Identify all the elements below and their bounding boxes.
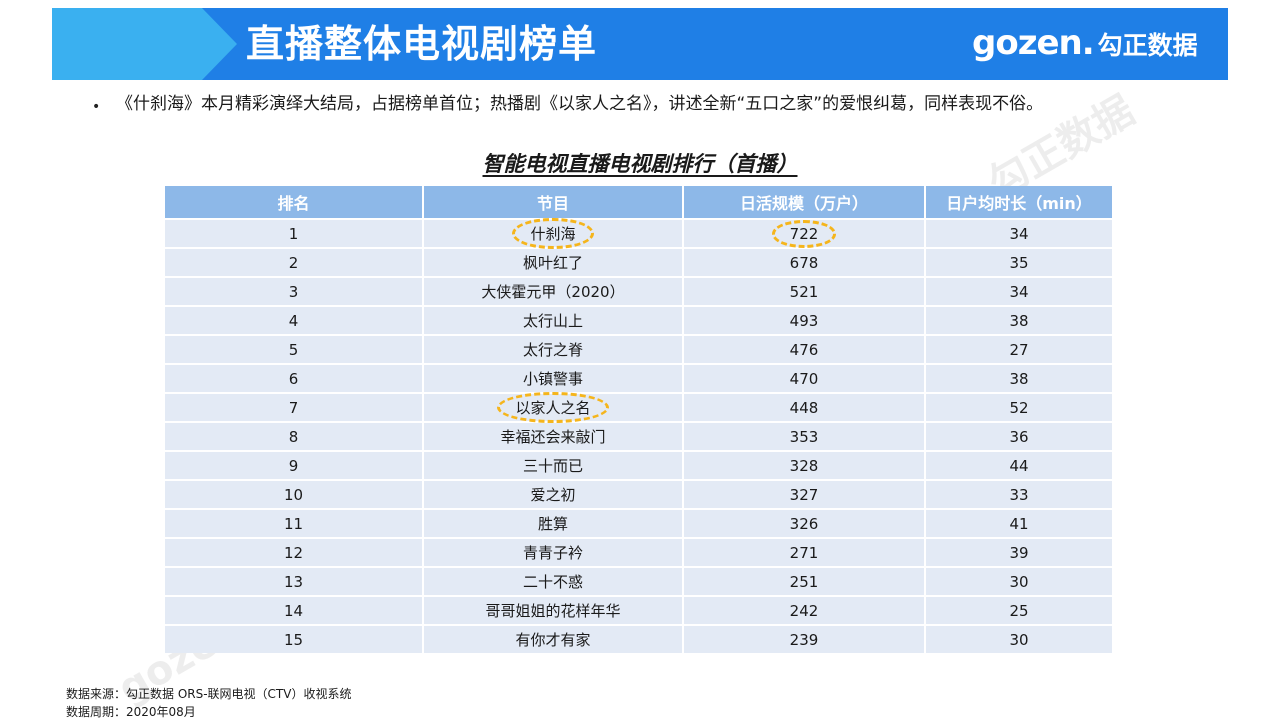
- rank-cell: 15: [165, 624, 424, 653]
- logo-cn: 勾正数据: [1097, 31, 1198, 60]
- duration-cell: 33: [925, 479, 1112, 509]
- table-row: 2 枫叶红了 678 35: [165, 247, 1112, 277]
- table-row: 13 二十不惑 251 30: [165, 566, 1112, 596]
- table-row: 10 爱之初 327 33: [165, 479, 1112, 509]
- duration-cell: 36: [925, 421, 1112, 451]
- duration-cell: 44: [925, 450, 1112, 480]
- rank-cell: 9: [165, 450, 424, 480]
- scale-cell: 239: [683, 624, 926, 653]
- table-row: 3 大侠霍元甲（2020） 521 34: [165, 276, 1112, 306]
- duration-cell: 30: [925, 624, 1112, 653]
- duration-cell: 25: [925, 595, 1112, 625]
- table-header-row: 排名 节目 日活规模（万户） 日户均时长（min）: [165, 186, 1112, 219]
- rank-cell: 6: [165, 363, 424, 393]
- program-cell: 枫叶红了: [423, 247, 684, 277]
- rank-cell: 8: [165, 421, 424, 451]
- highlight-circle: 722: [771, 219, 836, 248]
- page-title: 直播整体电视剧榜单: [246, 22, 598, 66]
- scale-cell: 242: [683, 595, 926, 625]
- program-cell: 胜算: [423, 508, 684, 538]
- footer-period: 数据周期：2020年08月: [66, 705, 196, 719]
- program-cell: 爱之初: [423, 479, 684, 509]
- scale-cell: 521: [683, 276, 926, 306]
- table-row: 15 有你才有家 239 30: [165, 624, 1112, 653]
- scale-cell: 678: [683, 247, 926, 277]
- rank-cell: 2: [165, 247, 424, 277]
- header-accent-shape: [52, 8, 237, 80]
- header-banner: [52, 8, 1228, 80]
- program-cell: 太行之脊: [423, 334, 684, 364]
- table-row: 14 哥哥姐姐的花样年华 242 25: [165, 595, 1112, 625]
- rank-cell: 7: [165, 392, 424, 422]
- highlight-circle: 以家人之名: [497, 392, 609, 423]
- duration-cell: 52: [925, 392, 1112, 422]
- program-cell: 哥哥姐姐的花样年华: [423, 595, 684, 625]
- header-daily-scale: 日活规模（万户）: [683, 186, 926, 219]
- duration-cell: 35: [925, 247, 1112, 277]
- rank-cell: 3: [165, 276, 424, 306]
- table-row: 7 以家人之名 448 52: [165, 392, 1112, 423]
- highlight-circle: 什刹海: [512, 218, 594, 249]
- table-title: 智能电视直播电视剧排行（首播）: [300, 150, 980, 178]
- program-cell: 小镇警事: [423, 363, 684, 393]
- duration-cell: 34: [925, 276, 1112, 306]
- table-row: 8 幸福还会来敲门 353 36: [165, 421, 1112, 451]
- rank-cell: 11: [165, 508, 424, 538]
- bullet-marker: •: [92, 99, 101, 115]
- program-cell: 三十而已: [423, 450, 684, 480]
- table-row: 11 胜算 326 41: [165, 508, 1112, 538]
- bullet-text: 《什刹海》本月精彩演绎大结局，占据榜单首位；热播剧《以家人之名》，讲述全新“五口…: [116, 94, 1044, 114]
- program-cell: 什刹海: [423, 218, 684, 249]
- program-cell: 幸福还会来敲门: [423, 421, 684, 451]
- ranking-table: 排名 节目 日活规模（万户） 日户均时长（min） 1 什刹海 722 34 2 枫叶红了…: [165, 186, 1112, 653]
- scale-cell: 476: [683, 334, 926, 364]
- scale-cell: 328: [683, 450, 926, 480]
- rank-cell: 1: [165, 218, 424, 248]
- scale-cell: 271: [683, 537, 926, 567]
- rank-cell: 5: [165, 334, 424, 364]
- duration-cell: 27: [925, 334, 1112, 364]
- scale-cell: 722: [683, 218, 926, 248]
- header-program: 节目: [423, 186, 684, 219]
- duration-cell: 38: [925, 363, 1112, 393]
- program-cell: 青青子衿: [423, 537, 684, 567]
- scale-cell: 251: [683, 566, 926, 596]
- duration-cell: 34: [925, 218, 1112, 248]
- rank-cell: 12: [165, 537, 424, 567]
- rank-cell: 10: [165, 479, 424, 509]
- scale-cell: 470: [683, 363, 926, 393]
- program-cell: 太行山上: [423, 305, 684, 335]
- scale-cell: 493: [683, 305, 926, 335]
- table-row: 1 什刹海 722 34: [165, 218, 1112, 249]
- header-daily-duration: 日户均时长（min）: [925, 186, 1112, 219]
- program-cell: 有你才有家: [423, 624, 684, 653]
- logo-en: gozen.: [972, 23, 1095, 63]
- duration-cell: 38: [925, 305, 1112, 335]
- program-cell: 大侠霍元甲（2020）: [423, 276, 684, 306]
- table-title-text: 智能电视直播电视剧排行（首播）: [482, 152, 798, 176]
- rank-cell: 4: [165, 305, 424, 335]
- program-cell: 以家人之名: [423, 392, 684, 423]
- program-cell: 二十不惑: [423, 566, 684, 596]
- scale-cell: 448: [683, 392, 926, 422]
- duration-cell: 41: [925, 508, 1112, 538]
- rank-cell: 14: [165, 595, 424, 625]
- brand-logo: gozen. 勾正数据: [972, 20, 1198, 66]
- footer-source: 数据来源：勾正数据 ORS-联网电视（CTV）收视系统: [66, 687, 352, 701]
- duration-cell: 30: [925, 566, 1112, 596]
- table-row: 12 青青子衿 271 39: [165, 537, 1112, 567]
- header-rank: 排名: [165, 186, 424, 219]
- table-row: 5 太行之脊 476 27: [165, 334, 1112, 364]
- duration-cell: 39: [925, 537, 1112, 567]
- table-row: 4 太行山上 493 38: [165, 305, 1112, 335]
- scale-cell: 353: [683, 421, 926, 451]
- scale-cell: 326: [683, 508, 926, 538]
- table-row: 9 三十而已 328 44: [165, 450, 1112, 480]
- rank-cell: 13: [165, 566, 424, 596]
- table-row: 6 小镇警事 470 38: [165, 363, 1112, 393]
- scale-cell: 327: [683, 479, 926, 509]
